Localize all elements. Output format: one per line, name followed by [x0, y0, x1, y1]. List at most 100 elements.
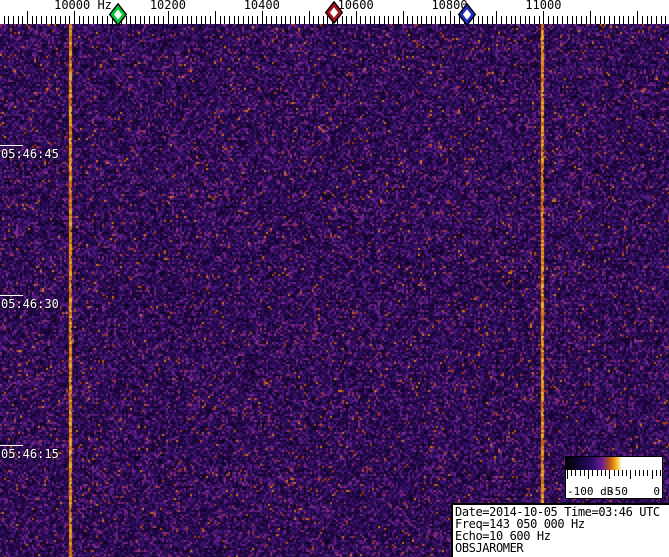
db-tick	[635, 470, 636, 476]
frequency-ruler[interactable]: 10000 Hz 10200 10400 10600 10800 11000	[0, 0, 669, 27]
freq-tick	[327, 16, 328, 24]
freq-label: 10600	[337, 0, 374, 12]
db-tick	[588, 470, 589, 479]
freq-tick	[224, 16, 225, 24]
freq-tick	[403, 11, 404, 24]
freq-tick	[51, 16, 52, 24]
time-tick	[0, 445, 23, 446]
marker-red-icon[interactable]	[324, 0, 344, 25]
freq-tick	[32, 16, 33, 24]
freq-tick	[79, 16, 80, 24]
freq-tick	[243, 16, 244, 24]
freq-tick	[187, 16, 188, 24]
db-tick	[614, 470, 615, 476]
freq-tick	[534, 16, 535, 24]
freq-tick	[388, 16, 389, 24]
freq-tick	[102, 16, 103, 24]
time-tick	[0, 295, 23, 296]
db-tick	[630, 470, 631, 479]
db-tick	[626, 470, 627, 476]
freq-tick	[557, 16, 558, 24]
freq-tick	[384, 16, 385, 24]
db-tick	[656, 470, 657, 476]
freq-tick	[590, 11, 591, 24]
freq-tick	[623, 16, 624, 24]
freq-tick	[445, 16, 446, 24]
freq-tick	[511, 16, 512, 24]
freq-tick	[257, 16, 258, 24]
freq-tick	[55, 16, 56, 24]
db-tick	[660, 470, 661, 476]
freq-tick	[18, 16, 19, 24]
freq-tick	[614, 16, 615, 24]
freq-tick	[318, 16, 319, 24]
freq-tick	[88, 16, 89, 24]
freq-tick	[290, 16, 291, 24]
freq-tick	[285, 16, 286, 24]
freq-tick	[609, 16, 610, 24]
freq-tick	[346, 16, 347, 24]
freq-tick	[83, 16, 84, 24]
freq-tick	[309, 11, 310, 24]
freq-tick	[539, 16, 540, 24]
freq-tick	[356, 11, 357, 24]
freq-tick	[360, 16, 361, 24]
freq-tick	[435, 16, 436, 24]
freq-tick	[450, 11, 451, 24]
db-label-max: 0	[653, 485, 660, 498]
db-tick	[584, 470, 585, 476]
db-tick	[618, 470, 619, 476]
freq-tick	[210, 16, 211, 24]
freq-tick	[600, 16, 601, 24]
freq-tick	[177, 16, 178, 24]
freq-tick	[342, 16, 343, 24]
db-label-min: -100 dB	[567, 485, 614, 498]
freq-tick	[492, 16, 493, 24]
freq-tick	[548, 16, 549, 24]
freq-tick	[69, 16, 70, 24]
freq-tick	[374, 16, 375, 24]
freq-tick	[74, 11, 75, 24]
time-label-text: 05:46:30	[1, 297, 59, 311]
freq-tick	[144, 16, 145, 24]
freq-tick	[520, 16, 521, 24]
db-tick	[647, 470, 648, 476]
freq-tick	[572, 16, 573, 24]
freq-tick	[238, 16, 239, 24]
freq-tick	[482, 16, 483, 24]
marker-blue-icon[interactable]	[457, 2, 477, 27]
info-frequency: Freq=143 050 000 Hz	[455, 517, 585, 531]
freq-tick	[252, 16, 253, 24]
db-tick	[643, 470, 644, 476]
marker-green-icon[interactable]	[108, 2, 128, 27]
freq-tick	[93, 16, 94, 24]
freq-tick	[478, 16, 479, 24]
freq-tick	[337, 16, 338, 24]
freq-tick	[543, 11, 544, 24]
db-tick	[652, 470, 653, 479]
freq-tick	[417, 16, 418, 24]
freq-tick	[454, 16, 455, 24]
db-tick	[567, 470, 568, 479]
freq-tick	[107, 16, 108, 24]
freq-tick	[412, 16, 413, 24]
freq-tick	[665, 16, 666, 24]
freq-tick	[515, 16, 516, 24]
freq-label: 10000 Hz	[54, 0, 112, 12]
freq-tick	[525, 16, 526, 24]
freq-tick	[604, 16, 605, 24]
freq-tick	[140, 16, 141, 24]
freq-tick	[205, 16, 206, 24]
freq-tick	[323, 16, 324, 24]
time-label-text: 05:46:45	[1, 147, 59, 161]
time-tick	[0, 145, 23, 146]
time-label-text: 05:46:15	[1, 447, 59, 461]
freq-tick	[365, 16, 366, 24]
freq-tick	[229, 16, 230, 24]
freq-tick	[215, 11, 216, 24]
freq-tick	[266, 16, 267, 24]
freq-tick	[149, 16, 150, 24]
freq-tick	[431, 16, 432, 24]
freq-tick	[65, 16, 66, 24]
